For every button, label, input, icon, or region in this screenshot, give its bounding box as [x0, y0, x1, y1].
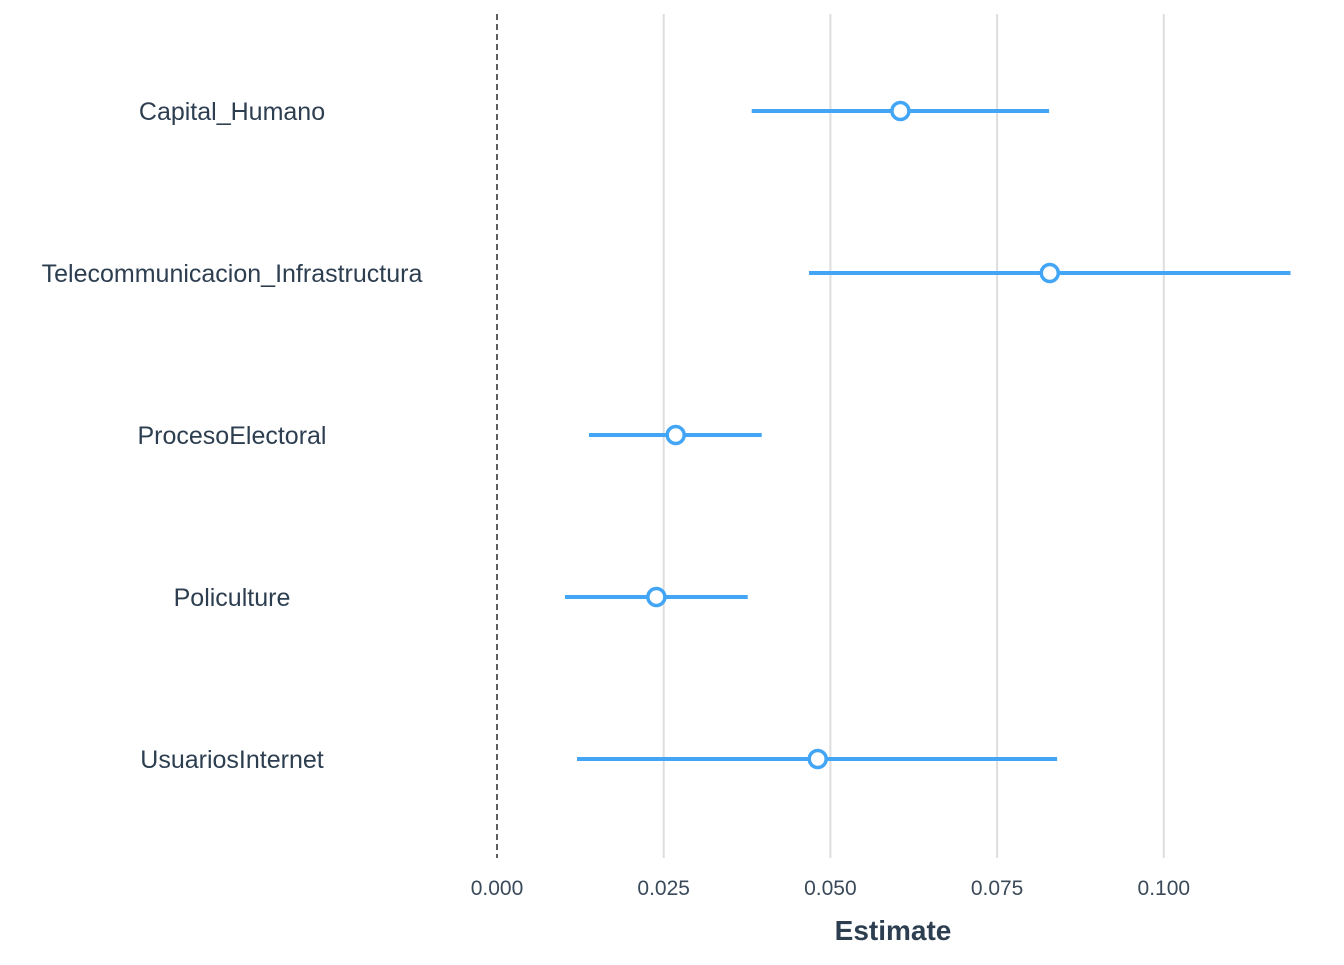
term-label: Capital_Humano: [139, 98, 325, 126]
term-label: ProcesoElectoral: [138, 422, 327, 450]
x-tick-label: 0.050: [804, 877, 857, 900]
estimate-point-ProcesoElectoral: [665, 424, 686, 446]
term-label: Telecommunicacion_Infrastructura: [42, 260, 423, 288]
estimate-points: [646, 100, 1061, 770]
x-tick-label: 0.025: [637, 877, 690, 900]
x-axis-title: Estimate: [835, 915, 952, 946]
estimate-point-UsuariosInternet: [807, 748, 828, 770]
estimate-point-Capital_Humano: [890, 100, 911, 122]
estimate-point-Telecommunicacion_Infrastructura: [1039, 262, 1061, 284]
x-tick-label: 0.100: [1138, 877, 1191, 900]
term-label: Policulture: [174, 584, 291, 612]
term-label: UsuariosInternet: [140, 746, 323, 774]
estimate-point-Policulture: [646, 586, 667, 608]
x-tick-labels: 0.000 0.025 0.050 0.075 0.100: [471, 877, 1190, 900]
x-tick-label: 0.000: [471, 877, 524, 900]
term-labels: Capital_Humano Telecommunicacion_Infrastr…: [42, 98, 423, 774]
x-tick-label: 0.075: [971, 877, 1024, 900]
